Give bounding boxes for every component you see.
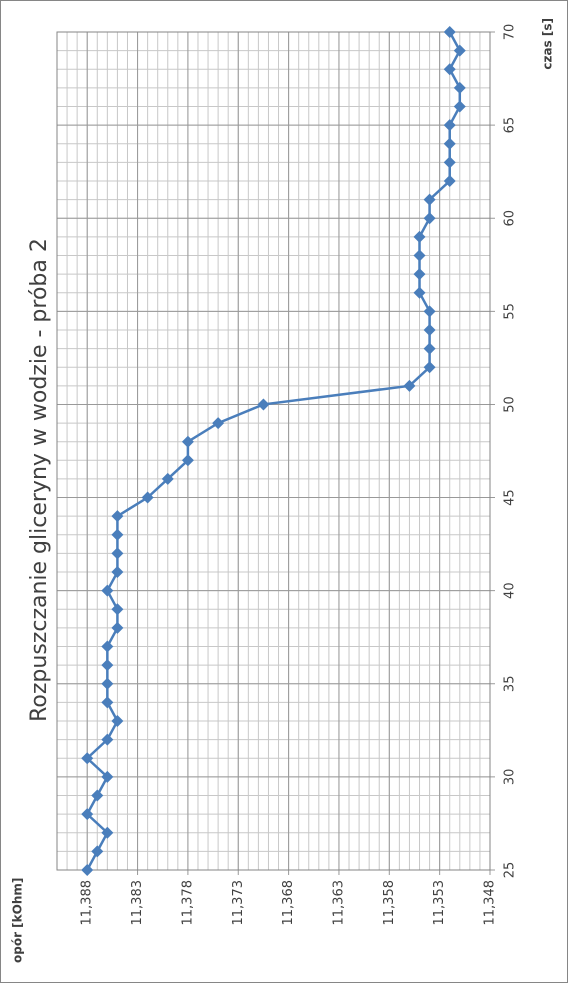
- data-point: [91, 789, 104, 802]
- data-point: [423, 212, 436, 225]
- y-tick-label: 11,358: [382, 880, 397, 926]
- data-point: [101, 733, 114, 746]
- x-tick-label: 65: [503, 117, 518, 134]
- x-tick-label: 60: [503, 210, 518, 227]
- data-point: [212, 417, 225, 430]
- x-tick-label: 55: [503, 303, 518, 320]
- data-point: [81, 752, 94, 765]
- data-point: [453, 44, 466, 57]
- x-axis-title: czas [s]: [541, 18, 555, 70]
- y-tick-label: 11,353: [432, 880, 447, 926]
- plot-frame: [56, 31, 491, 871]
- x-tick-label: 45: [503, 489, 518, 506]
- data-point: [101, 659, 114, 672]
- x-tick-label: 70: [503, 24, 518, 41]
- x-tick-label: 25: [503, 862, 518, 879]
- data-point: [161, 472, 174, 485]
- data-line: [85, 31, 462, 871]
- data-point: [111, 621, 124, 634]
- data-point: [101, 770, 114, 783]
- y-tick-label: 11,348: [483, 880, 498, 926]
- data-point: [101, 696, 114, 709]
- y-axis-title: opór [kOhm]: [11, 878, 25, 963]
- data-point: [81, 864, 94, 876]
- y-tick-label: 11,383: [130, 880, 145, 926]
- data-point: [453, 100, 466, 113]
- data-point: [443, 26, 456, 38]
- data-point: [413, 230, 426, 243]
- data-point: [181, 435, 194, 448]
- data-point: [403, 379, 416, 392]
- data-point: [111, 547, 124, 560]
- data-point: [111, 715, 124, 728]
- data-point: [81, 808, 94, 821]
- data-point: [413, 268, 426, 281]
- y-tick-label: 11,373: [231, 880, 246, 926]
- data-point: [181, 454, 194, 467]
- y-tick-label: 11,363: [331, 880, 346, 926]
- data-point: [257, 398, 270, 411]
- x-tick-label: 35: [503, 676, 518, 693]
- data-point: [111, 510, 124, 523]
- x-tick-label: 40: [503, 582, 518, 599]
- data-point: [443, 119, 456, 132]
- data-point: [423, 305, 436, 318]
- data-point: [413, 286, 426, 299]
- data-point: [101, 826, 114, 839]
- data-point: [443, 156, 456, 169]
- x-tick-label: 30: [503, 769, 518, 786]
- y-tick-label: 11,378: [180, 880, 195, 926]
- data-point: [423, 323, 436, 336]
- data-point: [101, 584, 114, 597]
- data-point: [443, 174, 456, 187]
- data-point: [443, 63, 456, 76]
- y-tick-label: 11,368: [281, 880, 296, 926]
- data-point: [443, 137, 456, 150]
- data-point: [423, 361, 436, 374]
- data-point: [101, 677, 114, 690]
- data-point: [453, 81, 466, 94]
- data-point: [423, 342, 436, 355]
- data-point: [111, 603, 124, 616]
- data-point: [141, 491, 154, 504]
- data-point: [101, 640, 114, 653]
- data-point: [111, 566, 124, 579]
- x-tick-label: 50: [503, 396, 518, 413]
- rotated-chart: Rozpuszczanie gliceryny w wodzie - próba…: [11, 18, 555, 963]
- chart-title: Rozpuszczanie gliceryny w wodzie - próba…: [27, 238, 52, 722]
- y-tick-label: 11,388: [80, 880, 95, 926]
- data-point: [423, 193, 436, 206]
- data-point: [413, 249, 426, 262]
- data-point: [91, 845, 104, 858]
- data-point: [111, 528, 124, 541]
